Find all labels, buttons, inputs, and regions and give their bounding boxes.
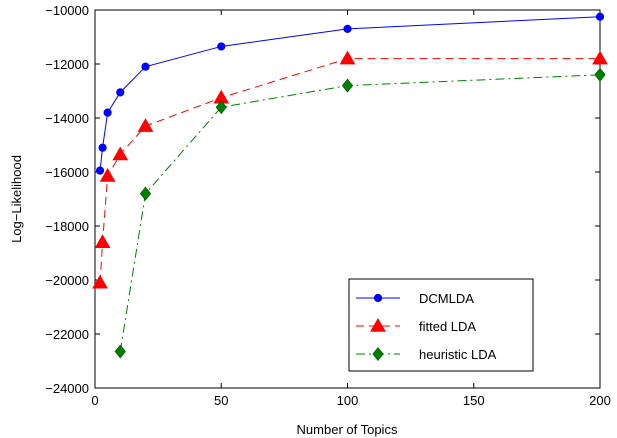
series-fitted-lda (92, 50, 608, 289)
y-tick-label: −24000 (45, 381, 89, 396)
legend-marker (372, 347, 384, 361)
x-tick-label: 0 (91, 393, 98, 408)
y-tick-label: −14000 (45, 111, 89, 126)
y-tick-label: −20000 (45, 273, 89, 288)
data-point-dcmlda (95, 166, 105, 175)
data-point-dcmlda (595, 12, 605, 21)
x-tick-label: 200 (589, 393, 611, 408)
y-tick-label: −18000 (45, 219, 89, 234)
legend-entry-fitted-lda: fitted LDA (356, 317, 476, 334)
data-point-heuristic-lda (114, 344, 126, 359)
data-point-fitted-lda (339, 50, 356, 65)
series-line-dcmlda (99, 16, 601, 171)
x-tick-label: 150 (463, 393, 485, 408)
data-point-dcmlda (217, 42, 226, 51)
data-point-heuristic-lda (594, 67, 606, 82)
series-dcmlda (95, 12, 605, 175)
data-point-fitted-lda (99, 168, 116, 182)
legend-marker (373, 293, 383, 303)
legend-marker (370, 317, 386, 332)
data-point-fitted-lda (112, 146, 129, 161)
data-point-fitted-lda (137, 118, 154, 132)
data-point-dcmlda (103, 108, 112, 117)
legend: DCMLDA fitted LDA heuristic LDA (348, 278, 534, 372)
data-point-dcmlda (116, 88, 125, 97)
data-point-dcmlda (141, 62, 150, 71)
legend-label: DCMLDA (419, 291, 474, 306)
y-tick-label: −22000 (45, 327, 89, 342)
data-point-fitted-lda (592, 50, 608, 65)
series-heuristic-lda (114, 67, 606, 359)
x-axis: 0 50 100 150 200 (91, 10, 611, 408)
y-tick-label: −12000 (45, 57, 89, 72)
x-tick-label: 100 (337, 393, 359, 408)
data-point-heuristic-lda (139, 186, 152, 201)
data-point-dcmlda (343, 24, 352, 33)
y-axis: −24000 −22000 −20000 −18000 −16000 −14000 −120… (45, 3, 600, 396)
legend-entry-dcmlda: DCMLDA (356, 291, 474, 306)
x-tick-label: 50 (214, 393, 228, 408)
data-point-dcmlda (98, 143, 107, 152)
series-line-fitted-lda (99, 58, 600, 283)
legend-entry-heuristic-lda: heuristic LDA (356, 347, 497, 362)
data-point-heuristic-lda (215, 100, 227, 115)
x-axis-title: Number of Topics (297, 422, 398, 437)
legend-label: fitted LDA (419, 319, 476, 334)
y-tick-label: −16000 (45, 165, 89, 180)
legend-label: heuristic LDA (419, 347, 497, 362)
y-tick-label: −10000 (45, 3, 89, 18)
series-layer (92, 12, 608, 359)
data-point-heuristic-lda (341, 78, 354, 93)
data-point-fitted-lda (94, 234, 111, 248)
data-point-fitted-lda (92, 274, 108, 289)
y-axis-title: Log−Likelihood (9, 155, 24, 243)
